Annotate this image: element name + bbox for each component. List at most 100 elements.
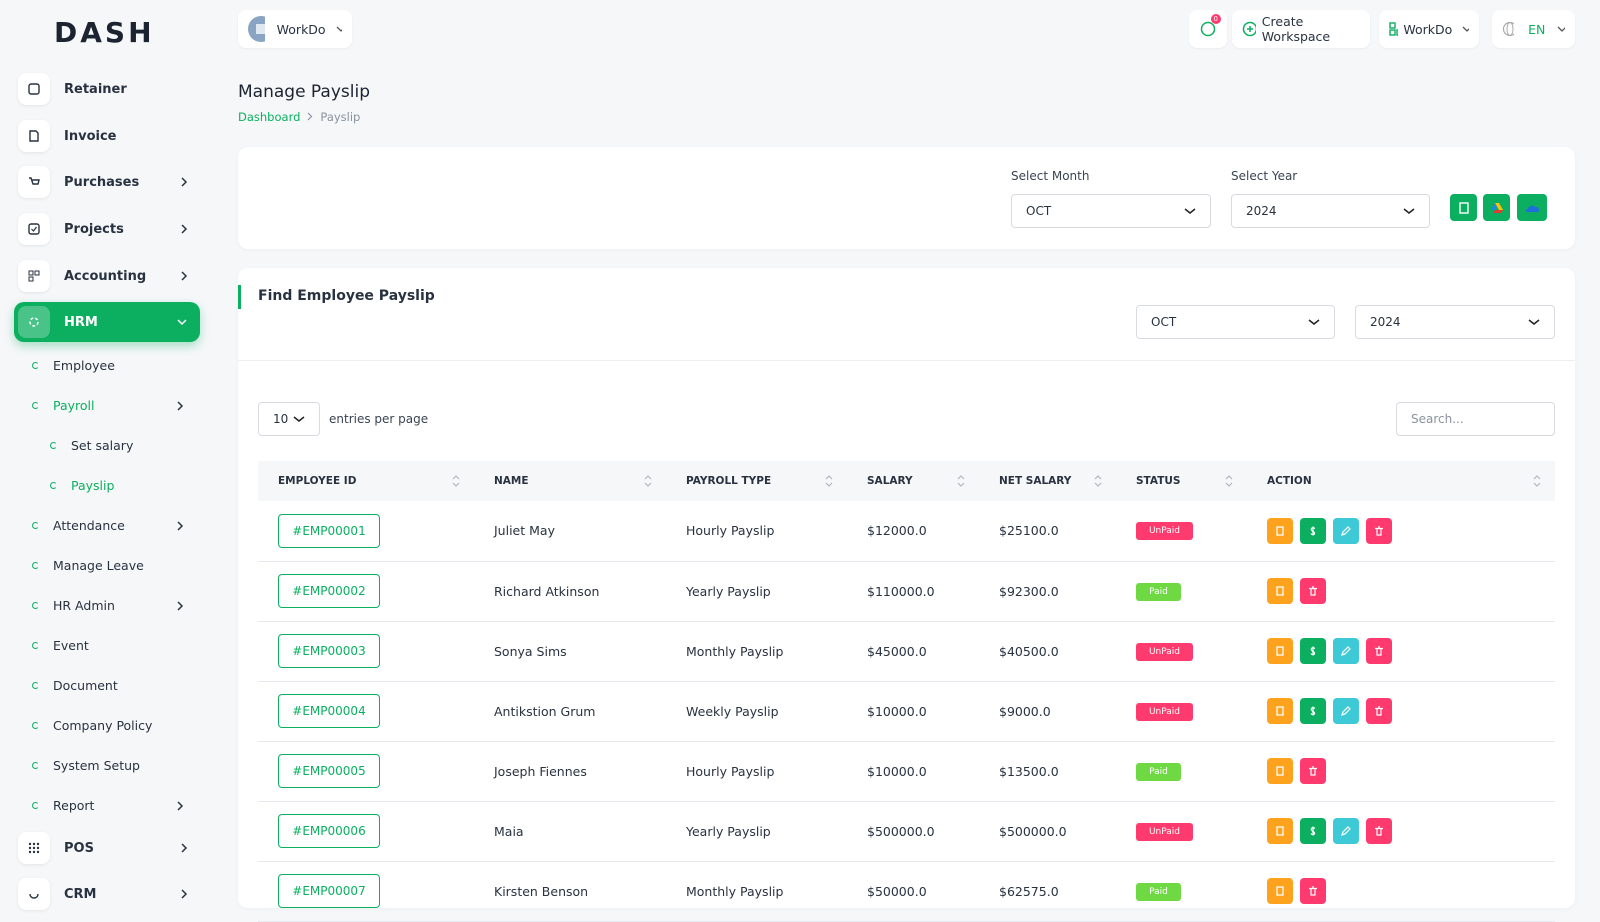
action-button[interactable] bbox=[1267, 758, 1293, 784]
column-header[interactable]: NET SALARY bbox=[979, 461, 1116, 501]
notifications[interactable]: 0 bbox=[1189, 10, 1227, 48]
onedrive-button[interactable] bbox=[1517, 194, 1547, 221]
action-button[interactable] bbox=[1333, 638, 1359, 664]
menu-item[interactable]: Projects bbox=[14, 209, 200, 249]
cell: Hourly Payslip bbox=[666, 741, 847, 802]
action-button[interactable] bbox=[1300, 878, 1326, 904]
month-value: OCT bbox=[1026, 204, 1052, 218]
action-button[interactable] bbox=[1333, 698, 1359, 724]
search-input[interactable]: Search... bbox=[1396, 402, 1555, 436]
action-button[interactable] bbox=[1267, 578, 1293, 604]
action-button[interactable] bbox=[1300, 758, 1326, 784]
page-size: 10 bbox=[273, 412, 289, 426]
submenu-item[interactable]: Manage Leave bbox=[32, 550, 200, 580]
employee-id[interactable]: #EMP00007 bbox=[278, 874, 380, 908]
cell bbox=[1247, 501, 1555, 562]
employee-id[interactable]: #EMP00001 bbox=[278, 513, 380, 548]
action-button[interactable] bbox=[1366, 517, 1392, 544]
find-month-select[interactable]: OCT bbox=[1136, 305, 1335, 339]
action-button[interactable] bbox=[1300, 818, 1326, 844]
menu-item-active[interactable]: HRM bbox=[14, 302, 200, 342]
submenu-item[interactable]: Report bbox=[32, 790, 200, 820]
action-button[interactable] bbox=[1366, 698, 1392, 724]
submenu-label: System Setup bbox=[53, 757, 140, 773]
employee-id[interactable]: #EMP00005 bbox=[278, 754, 380, 788]
month-select[interactable]: OCT bbox=[1011, 194, 1211, 228]
cell: Maia bbox=[474, 801, 666, 862]
workspace-switcher[interactable]: WorkDo bbox=[238, 10, 352, 48]
menu-item[interactable]: Accounting bbox=[14, 256, 200, 296]
action-button[interactable] bbox=[1300, 517, 1326, 544]
export-button[interactable] bbox=[1450, 194, 1477, 221]
cell: $10000.0 bbox=[847, 741, 979, 802]
employee-id[interactable]: #EMP00006 bbox=[278, 814, 380, 848]
menu-item[interactable]: Purchases bbox=[14, 162, 200, 202]
action-button[interactable] bbox=[1333, 818, 1359, 844]
column-header[interactable]: NAME bbox=[474, 461, 666, 501]
action-button[interactable] bbox=[1333, 517, 1359, 544]
employee-id[interactable]: #EMP00002 bbox=[278, 574, 380, 608]
submenu-item[interactable]: Set salary bbox=[50, 430, 218, 460]
column-header[interactable]: ACTION bbox=[1247, 461, 1555, 501]
action-button[interactable] bbox=[1300, 578, 1326, 604]
company-switcher[interactable]: WorkDo bbox=[1379, 10, 1479, 48]
status-badge: UnPaid bbox=[1136, 522, 1193, 541]
menu-item[interactable]: Retainer bbox=[14, 69, 200, 109]
submenu-item[interactable]: System Setup bbox=[32, 750, 200, 780]
submenu-item[interactable]: Company Policy bbox=[32, 710, 200, 740]
topbar: WorkDo 0 Create Workspace WorkDo EN bbox=[238, 0, 1575, 60]
logo: DASH bbox=[54, 16, 155, 49]
cell: $12000.0 bbox=[847, 501, 979, 562]
year-select[interactable]: 2024 bbox=[1231, 194, 1430, 228]
action-button[interactable] bbox=[1366, 638, 1392, 664]
submenu-item[interactable]: Employee bbox=[32, 350, 200, 380]
submenu-item[interactable]: Payroll bbox=[32, 390, 200, 420]
cell: $500000.0 bbox=[979, 801, 1116, 862]
cell: Weekly Payslip bbox=[666, 681, 847, 742]
menu-item[interactable]: POS bbox=[14, 828, 200, 868]
cell: Juliet May bbox=[474, 501, 666, 562]
employee-id[interactable]: #EMP00003 bbox=[278, 634, 380, 668]
action-button[interactable] bbox=[1267, 878, 1293, 904]
menu-item[interactable]: CRM bbox=[14, 874, 200, 914]
submenu-item[interactable]: Attendance bbox=[32, 510, 200, 540]
action-button[interactable] bbox=[1300, 698, 1326, 724]
submenu-item[interactable]: Event bbox=[32, 630, 200, 660]
find-year-select[interactable]: 2024 bbox=[1355, 305, 1555, 339]
action-button[interactable] bbox=[1267, 517, 1293, 544]
action-button[interactable] bbox=[1267, 818, 1293, 844]
submenu-label: Employee bbox=[53, 357, 115, 373]
cell: Hourly Payslip bbox=[666, 501, 847, 562]
sidebar: DASH Retainer Invoice Purchases Projects… bbox=[0, 0, 222, 910]
language-switcher[interactable]: EN bbox=[1492, 10, 1575, 48]
cell: UnPaid bbox=[1116, 681, 1247, 742]
submenu-label: Attendance bbox=[53, 517, 125, 533]
cell: Monthly Payslip bbox=[666, 861, 847, 922]
action-button[interactable] bbox=[1267, 638, 1293, 664]
create-workspace[interactable]: Create Workspace bbox=[1232, 10, 1370, 48]
column-header[interactable]: STATUS bbox=[1116, 461, 1247, 501]
breadcrumb-link[interactable]: Dashboard bbox=[238, 110, 301, 124]
submenu-item[interactable]: Document bbox=[32, 670, 200, 700]
cell: Paid bbox=[1116, 561, 1247, 622]
cell: Paid bbox=[1116, 861, 1247, 922]
cell: $62575.0 bbox=[979, 861, 1116, 922]
submenu-item[interactable]: Payslip bbox=[50, 470, 218, 500]
page-size-select[interactable]: 10 bbox=[258, 402, 320, 436]
column-header[interactable]: PAYROLL TYPE bbox=[666, 461, 847, 501]
cell: $25100.0 bbox=[979, 501, 1116, 562]
drive-button[interactable] bbox=[1483, 194, 1510, 221]
action-button[interactable] bbox=[1300, 638, 1326, 664]
submenu-item[interactable]: HR Admin bbox=[32, 590, 200, 620]
workspace-name: WorkDo bbox=[276, 21, 326, 37]
employee-id[interactable]: #EMP00004 bbox=[278, 694, 380, 728]
column-header[interactable]: SALARY bbox=[847, 461, 979, 501]
cell: $9000.0 bbox=[979, 681, 1116, 742]
action-button[interactable] bbox=[1366, 818, 1392, 844]
cell: UnPaid bbox=[1116, 501, 1247, 562]
column-header[interactable]: EMPLOYEE ID bbox=[258, 461, 474, 501]
cell: Paid bbox=[1116, 741, 1247, 802]
menu-item[interactable]: Invoice bbox=[14, 116, 200, 156]
action-button[interactable] bbox=[1267, 698, 1293, 724]
